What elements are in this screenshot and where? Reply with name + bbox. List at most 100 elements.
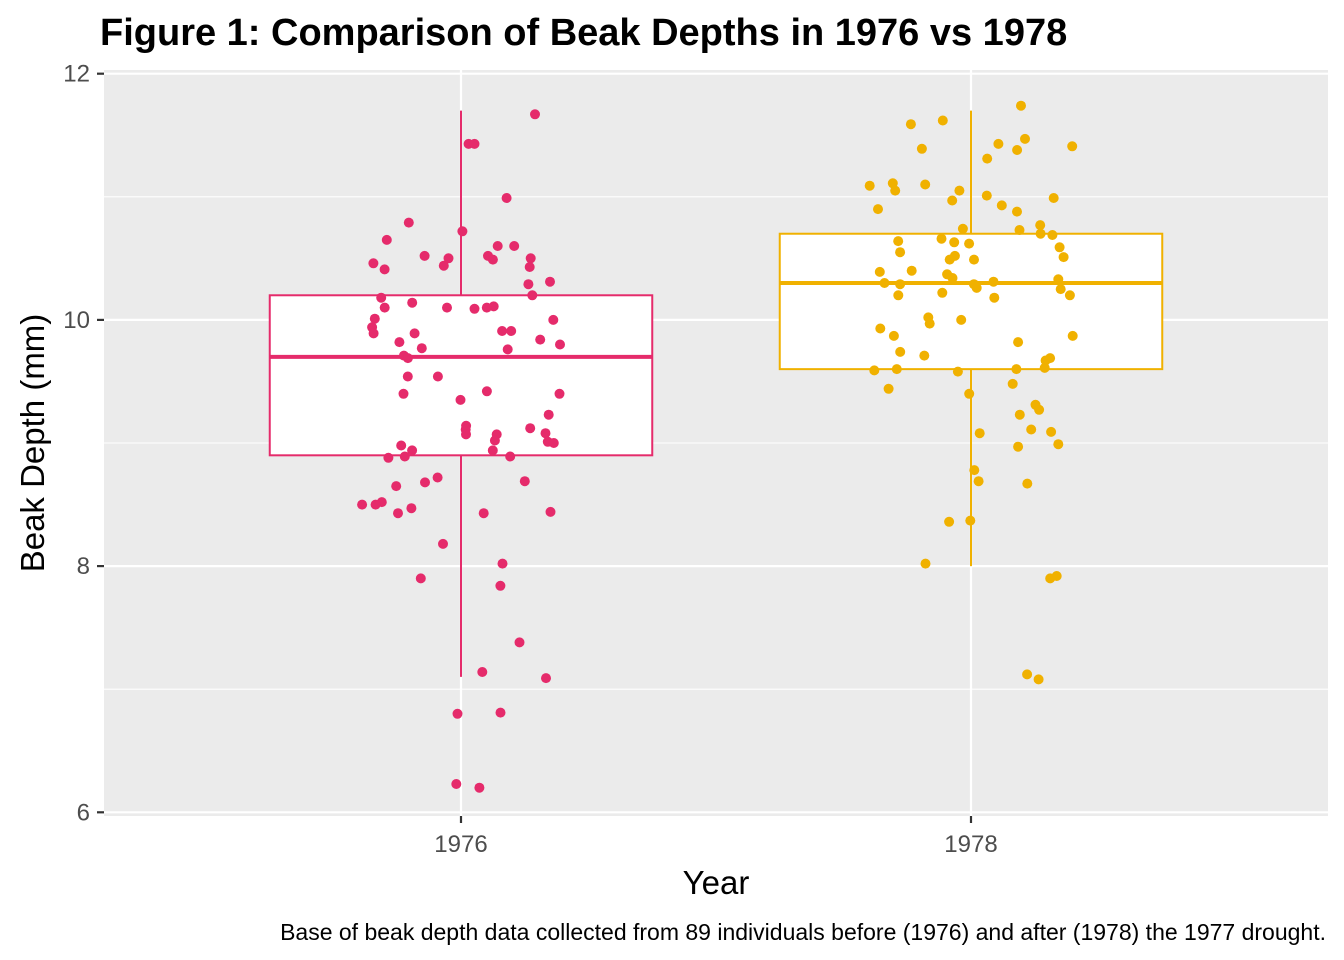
data-point-1978 [981, 190, 992, 201]
x-tick-label: 1976 [434, 831, 487, 858]
data-point-1976 [519, 476, 530, 487]
data-point-1978 [1053, 439, 1064, 450]
data-point-1978 [891, 364, 902, 375]
data-point-1976 [487, 254, 498, 265]
data-point-1976 [525, 423, 536, 434]
x-tick-label: 1978 [944, 831, 997, 858]
data-point-1978 [895, 247, 906, 258]
y-tick-label: 10 [63, 307, 90, 334]
data-point-1976 [394, 337, 405, 348]
data-point-1978 [954, 185, 965, 196]
data-point-1978 [1035, 228, 1046, 239]
data-point-1978 [1013, 441, 1024, 452]
data-point-1978 [1014, 409, 1025, 420]
data-point-1978 [906, 265, 917, 276]
data-point-1976 [481, 386, 492, 397]
data-point-1976 [469, 138, 480, 149]
data-point-1978 [1012, 206, 1022, 217]
data-point-1978 [1039, 362, 1050, 373]
data-point-1976 [379, 264, 390, 275]
data-point-1978 [1055, 284, 1066, 295]
data-point-1978 [893, 236, 904, 247]
data-point-1978 [1034, 404, 1045, 415]
jitter-points [357, 100, 1078, 793]
y-tick-label: 6 [77, 799, 90, 826]
data-point-1976 [396, 440, 407, 451]
data-point-1976 [376, 292, 387, 303]
data-point-1976 [442, 302, 452, 313]
data-point-1976 [489, 435, 500, 446]
data-point-1978 [956, 314, 967, 325]
data-point-1976 [545, 276, 555, 287]
data-point-1976 [409, 328, 420, 339]
data-point-1978 [916, 143, 927, 154]
data-point-1978 [1045, 573, 1056, 584]
data-point-1978 [1053, 274, 1064, 285]
data-point-1978 [944, 516, 955, 527]
data-point-1978 [895, 279, 906, 290]
data-point-1978 [949, 237, 960, 248]
data-point-1978 [1067, 141, 1078, 152]
data-point-1976 [527, 290, 538, 301]
data-point-1978 [971, 282, 982, 293]
data-point-1978 [873, 204, 883, 215]
data-point-1976 [357, 499, 368, 510]
data-point-1976 [506, 326, 517, 336]
box-1978 [778, 232, 1164, 371]
data-point-1978 [996, 200, 1007, 211]
data-point-1978 [920, 558, 931, 569]
data-point-1978 [982, 153, 993, 164]
data-point-1978 [989, 292, 1000, 303]
data-point-1978 [1067, 330, 1078, 341]
x-axis-title: Year [683, 864, 750, 901]
data-point-1976 [541, 673, 551, 684]
data-point-1978 [1013, 337, 1024, 348]
data-point-1976 [523, 279, 534, 290]
data-point-1978 [969, 465, 980, 476]
data-point-1978 [1033, 674, 1044, 685]
data-point-1976 [502, 344, 513, 355]
data-point-1976 [530, 109, 540, 120]
y-axis-title: Beak Depth (mm) [14, 314, 51, 573]
data-point-1978 [957, 223, 968, 234]
data-point-1978 [944, 254, 955, 265]
data-point-1978 [988, 276, 999, 287]
data-point-1978 [936, 233, 947, 244]
data-point-1978 [924, 318, 935, 329]
data-point-1976 [545, 506, 556, 517]
data-point-1976 [497, 326, 508, 336]
data-point-1978 [920, 179, 931, 190]
data-point-1978 [893, 290, 904, 301]
data-point-1978 [1058, 252, 1069, 263]
data-point-1976 [368, 258, 379, 269]
chart-title: Figure 1: Comparison of Beak Depths in 1… [100, 12, 1067, 54]
data-point-1976 [495, 707, 506, 718]
data-point-1976 [478, 508, 489, 519]
data-point-1976 [555, 339, 565, 350]
data-point-1978 [1035, 220, 1046, 231]
data-point-1976 [487, 445, 498, 456]
data-point-1976 [432, 371, 443, 382]
data-point-1976 [474, 782, 485, 793]
data-point-1976 [492, 241, 503, 251]
data-point-1978 [883, 383, 894, 394]
data-point-1978 [947, 195, 958, 206]
data-point-1978 [947, 273, 958, 283]
data-point-1978 [864, 180, 875, 191]
data-point-1978 [895, 346, 906, 357]
data-point-1978 [1011, 364, 1022, 375]
data-point-1976 [514, 637, 525, 648]
data-point-1976 [497, 558, 508, 569]
data-point-1978 [1054, 242, 1065, 253]
data-point-1978 [973, 476, 984, 487]
data-point-1976 [525, 253, 536, 264]
data-point-1976 [452, 708, 463, 719]
data-point-1976 [457, 226, 468, 237]
data-point-1978 [869, 365, 880, 376]
data-point-1976 [461, 429, 471, 440]
data-point-1976 [543, 409, 554, 420]
axes: 6 8 10 12 1976 1978 [63, 61, 997, 858]
data-point-1976 [402, 353, 413, 364]
data-point-1976 [469, 303, 480, 314]
